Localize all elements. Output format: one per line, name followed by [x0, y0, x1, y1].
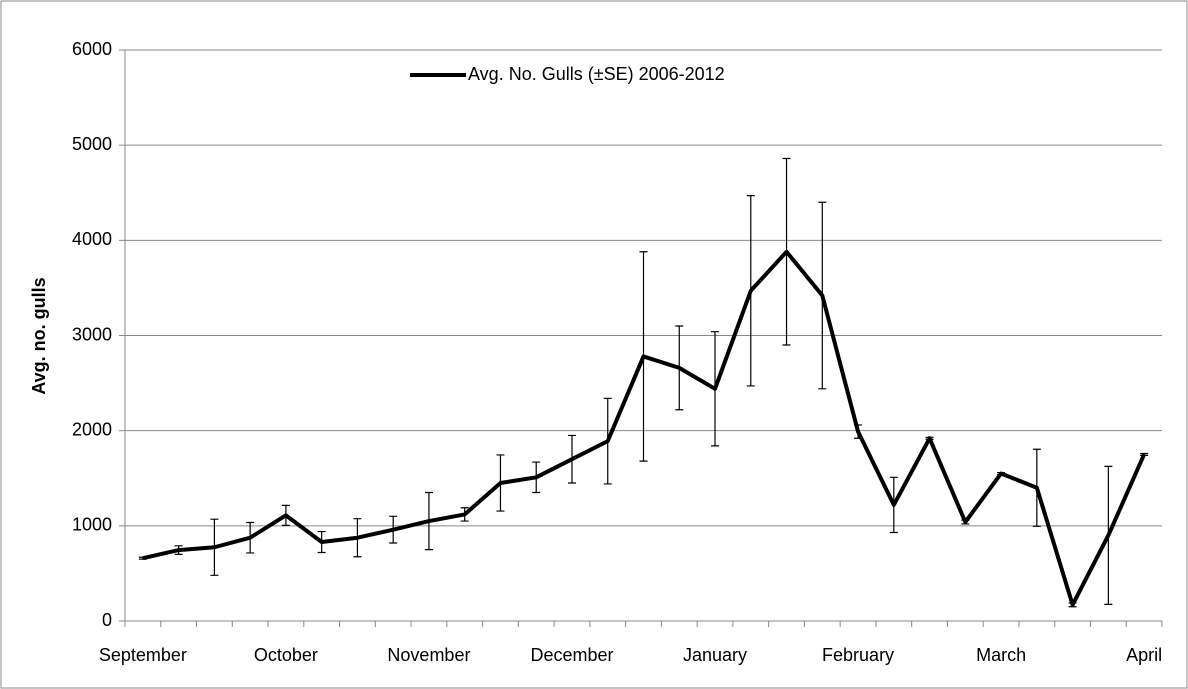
y-tick-label: 6000: [72, 39, 112, 59]
x-tick-label: December: [530, 645, 613, 665]
y-axis-label: Avg. no. gulls: [29, 277, 49, 394]
y-tick-label: 0: [102, 610, 112, 630]
y-tick-label: 2000: [72, 419, 112, 439]
y-tick-label: 1000: [72, 515, 112, 535]
x-tick-label: February: [822, 645, 894, 665]
legend-label: Avg. No. Gulls (±SE) 2006-2012: [468, 64, 725, 84]
y-tick-label: 4000: [72, 229, 112, 249]
x-tick-label: April: [1126, 645, 1162, 665]
y-tick-label: 3000: [72, 324, 112, 344]
y-tick-label: 5000: [72, 134, 112, 154]
x-tick-label: March: [976, 645, 1026, 665]
x-tick-label: January: [683, 645, 747, 665]
x-tick-label: October: [254, 645, 318, 665]
x-tick-label: September: [99, 645, 187, 665]
series-line: [142, 249, 1146, 607]
x-tick-label: November: [387, 645, 470, 665]
